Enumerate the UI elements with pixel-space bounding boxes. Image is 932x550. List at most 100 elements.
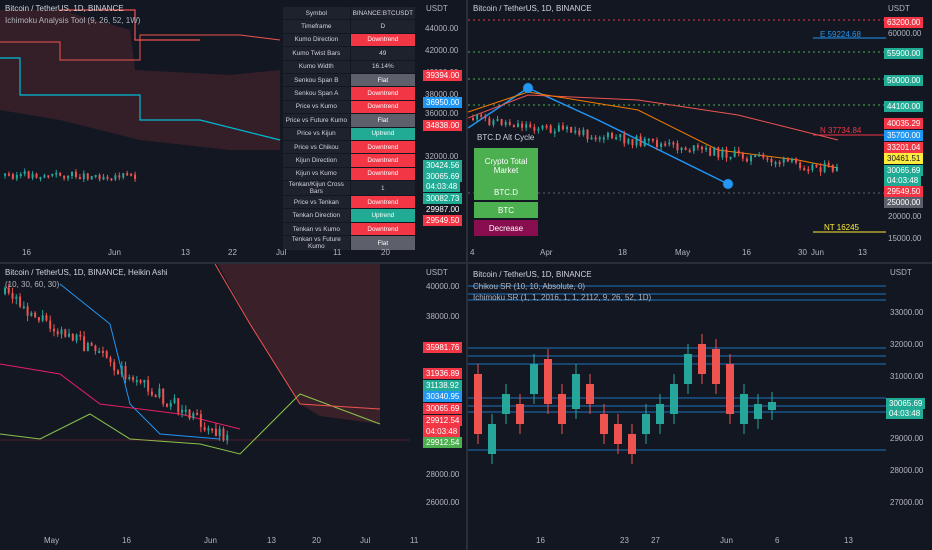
p4-candle <box>165 403 168 407</box>
table-row: Timeframe D <box>282 19 417 34</box>
pane-price-axis-2[interactable]: USDT 44000.0042000.0040000.0038000.00360… <box>420 0 466 262</box>
price-tag-2: 50000.00 <box>884 75 924 86</box>
p4-candle <box>101 350 104 353</box>
p3-candle <box>786 157 789 162</box>
pane5-indicator-ichimoku-sr[interactable]: Ichimoku SR (1, 1, 2016, 1, 1, 2112, 9, … <box>473 293 652 302</box>
x-label-7: 13 <box>858 248 867 257</box>
ha-blue-line <box>59 283 221 440</box>
p4-candle <box>52 328 55 332</box>
p3-candle <box>725 149 728 158</box>
x-label-1: Apr <box>540 248 553 257</box>
p4-candle <box>117 370 119 375</box>
pane-alt-cycle[interactable]: Bitcoin / TetherUS, 1D, BINANCE USDT BTC… <box>468 0 932 262</box>
p3-candle <box>570 126 573 133</box>
p4-candle <box>64 329 67 337</box>
p4-candle <box>222 428 225 441</box>
p3-candle <box>762 154 765 158</box>
x-label-4: 6 <box>775 536 780 545</box>
pane1-title: Bitcoin / TetherUS, 1D, BINANCE <box>5 4 124 13</box>
box-btc-d: BTC.D <box>474 184 538 200</box>
sr-candle <box>754 404 762 419</box>
p4-candle <box>226 434 229 441</box>
pane-support-resistance[interactable]: Bitcoin / TetherUS, 1D, BINANCE Chikou S… <box>468 264 932 550</box>
x-label-2: Jun <box>204 536 217 545</box>
pane1-indicator[interactable]: Ichimoku Analysis Tool (9, 26, 52, 1W) <box>5 16 141 25</box>
p3-candle <box>733 150 736 157</box>
y-label-3: 29000.00 <box>890 434 924 443</box>
table-value: 16.14% <box>349 59 417 74</box>
x-label-5: 30 <box>798 248 807 257</box>
p1-candle <box>90 176 93 180</box>
pane5-indicator-chikou[interactable]: Chikou SR (10, 10, Absolute, 0) <box>473 282 586 291</box>
price-tag-1: 36950.00 <box>423 97 463 108</box>
ha-pink-line <box>0 363 241 430</box>
p3-candle <box>504 122 507 125</box>
p3-candle <box>684 147 687 151</box>
p3-candle <box>676 143 679 151</box>
p3-candle <box>807 169 810 172</box>
p4-candle <box>147 379 150 392</box>
p3-candle <box>615 137 618 140</box>
table-value: 1 <box>349 180 417 197</box>
sr-candle <box>530 364 538 394</box>
p3-candle <box>492 120 495 125</box>
p4-candle <box>162 388 165 404</box>
p4-candle <box>34 312 37 318</box>
table-value: Downtrend <box>349 86 417 101</box>
table-key: Senkou Span B <box>282 72 351 88</box>
y-label-0: 60000.00 <box>888 29 922 38</box>
y-label-3: 38000.00 <box>425 90 459 99</box>
pane-divider-horizontal[interactable] <box>0 262 932 264</box>
price-tag-3: 30340.95 <box>423 391 463 402</box>
table-value: Downtrend <box>349 32 417 48</box>
p1-candle <box>71 171 73 177</box>
x-label-5: 11 <box>333 248 342 257</box>
table-row: Tenkan vs Future Kumo Flat <box>282 235 417 252</box>
p1-candle <box>43 175 46 178</box>
line-label-e: E 59224.68 <box>820 30 861 39</box>
p3-candle <box>815 164 818 168</box>
table-key: Kumo Width <box>282 59 351 74</box>
p3-candle <box>795 158 798 163</box>
sr-candle <box>642 414 650 434</box>
p1-candle <box>51 173 54 176</box>
p1-candle <box>11 174 14 179</box>
price-tag-8: 29549.50 <box>423 215 463 226</box>
p3-candle <box>668 142 671 145</box>
p3-candle <box>672 142 675 145</box>
p4-candle <box>68 333 71 337</box>
y-label-2: 31000.00 <box>890 372 924 381</box>
p1-candle <box>59 172 62 176</box>
price-tag-6: 30082.73 <box>423 193 463 204</box>
y-label-5: 15000.00 <box>888 234 922 243</box>
p3-candle <box>516 123 519 128</box>
p1-candle <box>106 176 109 179</box>
p1-candle <box>35 173 38 178</box>
price-tag-11: 25000.00 <box>884 197 924 208</box>
pane-ichimoku-analysis[interactable]: Bitcoin / TetherUS, 1D, BINANCE Ichimoku… <box>0 0 466 262</box>
table-row: Price vs Kumo Downtrend <box>282 99 417 115</box>
y-label-0: 44000.00 <box>425 24 459 33</box>
x-label-5: 13 <box>844 536 853 545</box>
pane-divider-vertical[interactable] <box>466 0 468 550</box>
x-label-0: 4 <box>470 248 475 257</box>
pane-heikin-ashi[interactable]: Bitcoin / TetherUS, 1D, BINANCE, Heikin … <box>0 264 466 550</box>
p3-candle <box>835 166 838 172</box>
ma-line-2 <box>468 91 839 169</box>
p4-candle <box>75 334 78 341</box>
table-key: Kumo Twist Bars <box>282 46 351 61</box>
table-key: Tenkan vs Kumo <box>282 221 351 237</box>
pane4-indicator[interactable]: (10, 30, 60, 30) <box>5 280 60 289</box>
p3-candle <box>598 137 601 140</box>
price-tag-3: 30424.56 <box>423 160 463 171</box>
p1-candle <box>82 173 85 180</box>
p3-candle <box>750 155 753 162</box>
y-label-5: 32000.00 <box>425 152 459 161</box>
p4-candle <box>11 293 14 299</box>
table-key: Price vs Kumo <box>282 99 351 115</box>
p4-candle <box>22 306 25 309</box>
p1-candle <box>47 175 50 178</box>
table-row: Price vs Chikou Downtrend <box>282 139 417 155</box>
sr-candle <box>572 374 580 409</box>
p3-candle <box>811 164 814 170</box>
